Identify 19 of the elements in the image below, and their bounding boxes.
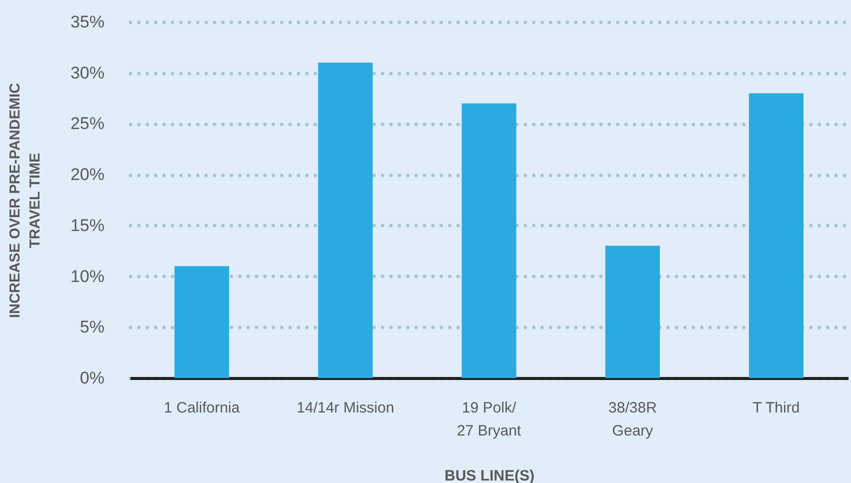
bar	[318, 62, 373, 378]
bar	[605, 246, 660, 378]
y-tick-label: 5%	[80, 318, 104, 337]
x-tick-label: 1 California	[164, 400, 240, 416]
x-tick-label: 19 Polk/ 27 Bryant	[456, 400, 522, 440]
x-tick-label: 38/38R Geary	[608, 400, 657, 440]
y-tick-label: 20%	[70, 165, 104, 184]
y-tick-label: 25%	[70, 114, 104, 134]
y-tick-label: 0%	[80, 368, 104, 388]
y-tick-label: 15%	[70, 216, 104, 235]
y-tick-label: 10%	[70, 266, 104, 286]
bar	[174, 266, 230, 378]
y-tick-label: 30%	[70, 63, 104, 82]
x-tick-label: T Third	[752, 400, 800, 416]
bar	[462, 103, 516, 378]
y-axis-title: INCREASE OVER PRE-PANDEMIC TRAVEL TIME	[7, 82, 44, 318]
bar	[748, 93, 804, 378]
y-tick-label: 35%	[70, 12, 104, 32]
x-tick-label: 14/14r Mission	[296, 400, 394, 416]
